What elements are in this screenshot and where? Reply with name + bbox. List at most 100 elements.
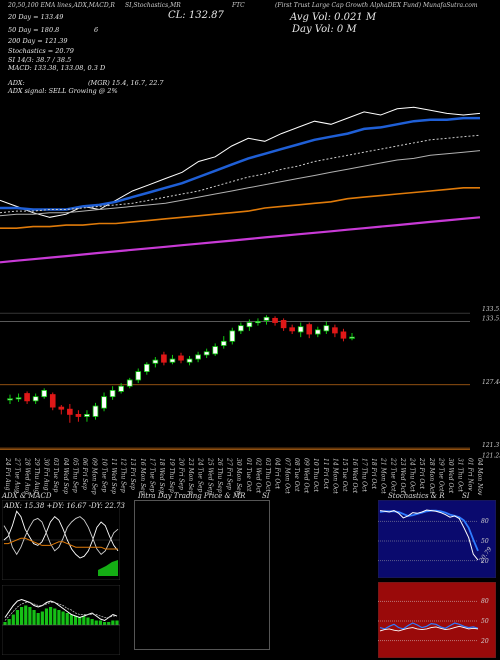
candle-body — [101, 396, 107, 409]
candle-body — [118, 385, 124, 392]
macd-hist-bar — [82, 616, 86, 625]
candle-body — [32, 396, 39, 402]
macd-hist-bar — [78, 617, 82, 625]
macd-hist-bar — [73, 616, 78, 625]
date-label: 01 Tue Oct — [245, 458, 252, 492]
macd-hist-bar — [7, 619, 11, 625]
candle-body — [58, 406, 65, 410]
date-label: 19 Thu Sep — [168, 458, 175, 493]
candle-body — [169, 358, 176, 363]
date-label: 11 Wed Sep — [110, 458, 117, 494]
date-label: 27 Fri Sep — [226, 457, 233, 490]
stoch-title: Stochastics & R — [388, 492, 445, 500]
level-label: 121.37 — [482, 442, 500, 449]
date-label: 09 Wed Oct — [303, 458, 310, 494]
stoch-si-label: SI — [462, 492, 470, 500]
date-label: 22 Tue Oct — [389, 457, 396, 492]
date-label: 16 Mon Sep — [139, 458, 146, 495]
candle-body — [280, 320, 287, 329]
candle-body — [135, 371, 142, 381]
date-label: 24 Tue Sep — [197, 457, 204, 493]
macd-hist-bar — [61, 611, 65, 625]
date-label: 18 Wed Sep — [158, 458, 165, 494]
candle-body — [238, 325, 244, 332]
si-level-label: 20 — [480, 638, 489, 645]
date-label: 15 Tue Oct — [341, 458, 348, 492]
adx-area — [98, 560, 118, 576]
stoch-level-label: 80 — [481, 518, 489, 525]
date-label: 25 Fri Oct — [418, 457, 425, 490]
date-label: 29 Thu Aug — [33, 457, 40, 493]
level-label-top: 133.51 — [482, 306, 500, 313]
macd-panel — [2, 585, 120, 655]
macd-hist-bar — [44, 608, 49, 625]
date-label: 27 Tue Aug — [14, 457, 21, 493]
si-value: SI 14/3: 38.7 / 38.5 — [8, 56, 72, 64]
candle-body — [75, 414, 82, 417]
macd-hist-bar — [90, 619, 94, 625]
date-label: 24 Fri Aug — [4, 457, 11, 491]
date-label: 10 Thu Oct — [312, 458, 319, 492]
date-label: 03 Tue Sep — [52, 458, 59, 493]
date-label: 30 Mon Sep — [235, 458, 242, 495]
candle-body — [349, 336, 355, 339]
macd-hist-bar — [65, 613, 69, 625]
macd-hist-bar — [11, 614, 15, 625]
candle-body — [92, 405, 99, 417]
chart-header-info: 20,50,100 EMA lines,ADX,MACD,R — [8, 2, 115, 9]
ema20-line — [0, 116, 480, 211]
ema50-label: 50 Day = 180.8 — [8, 26, 60, 34]
macd-hist-bar — [49, 607, 53, 625]
macd-hist-bar — [53, 608, 57, 625]
si-level-label: 50 — [481, 618, 489, 625]
candle-body — [212, 346, 219, 355]
date-label: 21 Mon Oct — [380, 457, 387, 494]
macd-hist-bar — [24, 605, 28, 625]
candle-body — [143, 363, 150, 373]
macd-hist-bar — [3, 622, 7, 625]
candle-body — [203, 351, 210, 356]
adx-line — [4, 537, 118, 550]
macd-hist-bar — [98, 620, 103, 625]
mr-line — [379, 625, 479, 632]
date-label: 11 Fri Oct — [322, 458, 329, 490]
adx-title: ADX: — [8, 79, 25, 87]
candle-body — [314, 329, 321, 335]
date-label: 03 Thu Oct — [264, 458, 271, 492]
si-frame — [378, 582, 496, 658]
intraday-panel — [134, 500, 270, 650]
candle-body — [340, 331, 347, 339]
candle-body — [24, 393, 30, 402]
date-label: 04 Wed Sep — [62, 458, 69, 494]
date-label: 29 Tue Oct — [438, 457, 445, 492]
date-label: 26 Thu Sep — [216, 457, 223, 493]
date-label: 06 Fri Sep — [81, 458, 88, 490]
date-label: 12 Thu Sep — [120, 458, 127, 493]
si-line — [379, 622, 479, 630]
date-label: 24 Thu Oct — [409, 457, 416, 492]
adx-macd-title: ADX & MACD — [2, 492, 52, 500]
stoch-line — [379, 509, 479, 561]
candle-body — [109, 389, 116, 398]
macd-hist-bar — [94, 620, 98, 625]
macd-hist-bar — [111, 620, 115, 625]
date-label: 08 Tue Oct — [293, 458, 300, 492]
candle-body — [297, 326, 304, 333]
date-label: 20 Fri Sep — [177, 457, 184, 490]
ema-six-label: 6 — [94, 26, 99, 34]
date-label: 07 Mon Oct — [283, 458, 290, 494]
candlestick-chart: 133.51 127.44 121.37 121.23 133.51 24 Fri Aug… — [0, 306, 500, 496]
candle-body — [263, 316, 270, 321]
date-label: 09 Mon Sep — [91, 458, 98, 495]
intraday-si-label: SI — [262, 492, 270, 500]
candle-body — [323, 325, 330, 332]
macd-line — [4, 598, 118, 622]
level-label: 127.44 — [482, 379, 500, 386]
intraday-title: Intra Day Trading Price & MR — [138, 492, 246, 500]
ema50-line — [0, 134, 481, 214]
macd-hist-bar — [107, 622, 111, 625]
date-label: 30 Wed Oct — [447, 458, 454, 494]
stoch-header-label: SI,Stochastics,MR — [125, 2, 181, 9]
stoch-level-label: 50 — [481, 538, 489, 545]
